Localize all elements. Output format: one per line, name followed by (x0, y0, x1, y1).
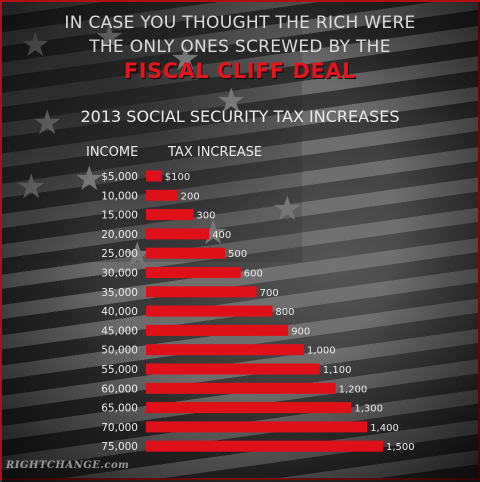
tax-increase-bar (146, 267, 241, 278)
income-label: 50,000 (101, 345, 138, 357)
headline-fiscal-cliff: FISCAL CLIFF DEAL (123, 59, 357, 83)
tax-increase-bar (146, 382, 336, 394)
tax-increase-bar (146, 363, 320, 375)
tax-increase-value-label: 800 (275, 307, 294, 318)
income-label: 30,000 (101, 268, 138, 280)
income-label: $5,000 (101, 171, 138, 183)
income-label: 35,000 (101, 287, 138, 299)
tax-increase-value-label: 400 (212, 230, 231, 241)
income-label: 55,000 (101, 364, 138, 376)
tax-increase-value-label: $100 (165, 172, 190, 183)
tax-increase-value-label: 1,400 (370, 423, 399, 434)
income-label: 40,000 (101, 306, 138, 318)
income-label: 10,000 (101, 190, 138, 202)
tax-increase-value-label: 1,500 (386, 442, 415, 453)
tax-increase-value-label: 200 (181, 191, 200, 202)
headline-line-2: THE ONLY ONES SCREWED BY THE (89, 37, 391, 57)
chart-title: 2013 SOCIAL SECURITY TAX INCREASES (80, 107, 400, 126)
tax-increase-value-label: 500 (228, 249, 247, 260)
headline-line-1: IN CASE YOU THOUGHT THE RICH WERE (64, 13, 416, 33)
tax-increase-value-label: 1,100 (323, 365, 352, 376)
tax-increase-value-label: 1,300 (354, 404, 383, 415)
tax-increase-column-header: TAX INCREASE (168, 145, 263, 160)
income-label: 25,000 (101, 248, 138, 260)
tax-increase-value-label: 600 (244, 269, 263, 280)
tax-increase-value-label: 700 (260, 288, 279, 299)
tax-increase-bar (146, 189, 178, 201)
tax-increase-bar (146, 344, 304, 356)
tax-increase-bar (146, 402, 352, 414)
income-label: 70,000 (101, 422, 138, 434)
tax-increase-bar (146, 421, 368, 433)
tax-increase-bar (146, 170, 162, 182)
tax-increase-value-label: 900 (291, 326, 310, 337)
income-label: 65,000 (101, 403, 138, 415)
tax-increase-bar (146, 228, 210, 240)
tax-increase-bar (146, 305, 273, 317)
tax-increase-value-label: 1,200 (339, 384, 368, 395)
income-label: 20,000 (101, 229, 138, 241)
tax-increase-bar (146, 247, 225, 259)
income-label: 45,000 (101, 325, 138, 337)
tax-increase-value-label: 1,000 (307, 346, 336, 357)
tax-increase-bar (146, 324, 289, 336)
tax-increase-bar (146, 440, 383, 452)
income-label: 60,000 (101, 383, 138, 395)
tax-increase-value-label: 300 (196, 211, 215, 222)
tax-increase-bar (146, 209, 194, 221)
watermark: RIGHTCHANGE.com (6, 460, 130, 471)
income-label: 75,000 (101, 441, 138, 453)
income-label: 15,000 (101, 210, 138, 222)
tax-increase-bar (146, 286, 257, 298)
income-column-header: INCOME (86, 145, 139, 160)
